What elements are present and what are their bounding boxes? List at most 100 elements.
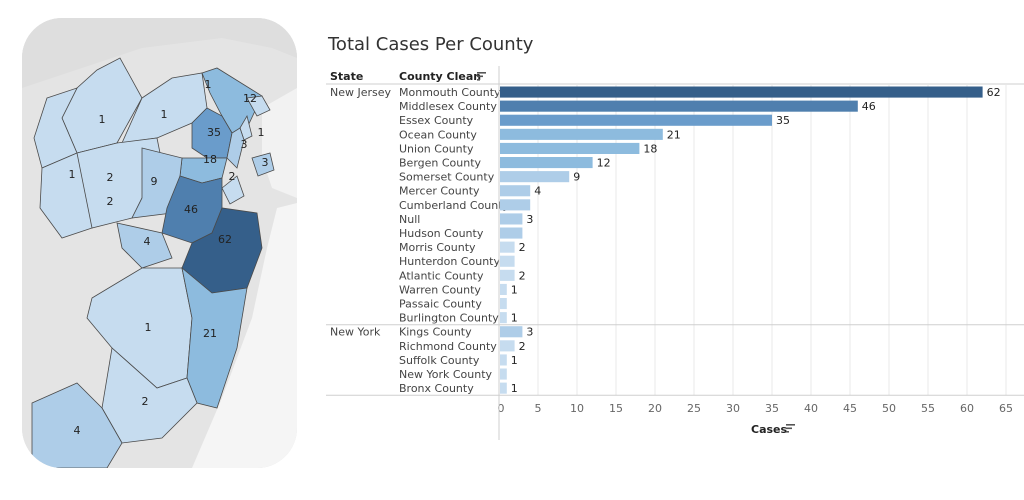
county-region-cumberland[interactable] — [31, 382, 123, 468]
county-label: Monmouth County — [399, 86, 501, 99]
bar[interactable] — [500, 241, 515, 253]
bar[interactable] — [500, 213, 523, 225]
bar[interactable] — [500, 128, 663, 140]
bar[interactable] — [500, 382, 507, 394]
data-label: 2 — [519, 340, 526, 353]
county-region-richmond[interactable] — [221, 175, 245, 205]
x-tick-label: 0 — [498, 402, 505, 415]
bar[interactable] — [500, 142, 640, 154]
county-label: Union County — [399, 142, 474, 155]
bar[interactable] — [500, 255, 515, 267]
data-label: 12 — [597, 157, 611, 170]
county-value-label: 1 — [161, 108, 168, 121]
county-label: Cumberland County — [399, 199, 510, 212]
bar[interactable] — [500, 298, 507, 310]
county-value-label: 2 — [107, 171, 114, 184]
x-tick-label: 30 — [726, 402, 740, 415]
data-label: 3 — [526, 213, 533, 226]
county-value-label: 21 — [203, 327, 217, 340]
data-label: 18 — [643, 142, 657, 155]
county-value-label: 3 — [262, 156, 269, 169]
bar[interactable] — [500, 340, 515, 352]
data-label: 62 — [987, 86, 1001, 99]
county-value-label: 2 — [229, 170, 236, 183]
data-label: 1 — [511, 283, 518, 296]
bar[interactable] — [500, 86, 983, 98]
data-label: 1 — [511, 382, 518, 395]
header-county[interactable]: County Clean — [399, 70, 481, 83]
county-region-mercer[interactable] — [116, 222, 173, 269]
county-value-label: 9 — [151, 175, 158, 188]
county-label: Warren County — [399, 283, 481, 296]
county-value-label: 46 — [184, 203, 198, 216]
bar[interactable] — [500, 312, 507, 324]
data-label: 46 — [862, 100, 876, 113]
county-label: Hunterdon County — [399, 255, 500, 268]
bar[interactable] — [500, 283, 507, 295]
county-region-hudson[interactable] — [226, 127, 245, 169]
county-label: Ocean County — [399, 128, 477, 141]
x-tick-label: 25 — [687, 402, 701, 415]
data-label: 1 — [511, 354, 518, 367]
x-tick-label: 45 — [843, 402, 857, 415]
axis-sort-icon[interactable] — [786, 424, 795, 433]
bar[interactable] — [500, 100, 858, 112]
x-tick-label: 65 — [999, 402, 1013, 415]
county-label: New York County — [399, 368, 493, 381]
county-label: Middlesex County — [399, 100, 497, 113]
x-tick-label: 50 — [882, 402, 896, 415]
county-value-label: 3 — [241, 138, 248, 151]
county-label: Mercer County — [399, 185, 480, 198]
county-value-label: 2 — [142, 395, 149, 408]
county-label: Somerset County — [399, 171, 495, 184]
county-value-label: 18 — [203, 153, 217, 166]
county-label: Richmond County — [399, 340, 497, 353]
data-label: 21 — [667, 128, 681, 141]
county-label: Kings County — [399, 326, 472, 339]
state-label: New Jersey — [330, 86, 392, 99]
bar[interactable] — [500, 227, 523, 239]
sort-icon[interactable] — [477, 72, 486, 81]
county-value-label: 1 — [205, 78, 212, 91]
bar[interactable] — [500, 354, 507, 366]
county-label: Bergen County — [399, 157, 482, 170]
bar[interactable] — [500, 157, 593, 169]
data-label: 9 — [573, 171, 580, 184]
data-label: 2 — [519, 241, 526, 254]
county-label: Hudson County — [399, 227, 484, 240]
county-value-label: 1 — [69, 168, 76, 181]
data-label: 4 — [534, 185, 541, 198]
x-tick-label: 15 — [609, 402, 623, 415]
data-label: 35 — [776, 114, 790, 127]
county-value-label: 1 — [99, 113, 106, 126]
map-terrain — [22, 18, 297, 88]
county-region-kings[interactable] — [251, 152, 275, 177]
x-tick-label: 55 — [921, 402, 935, 415]
bar[interactable] — [500, 171, 570, 183]
bar[interactable] — [500, 368, 507, 380]
county-value-label: 4 — [144, 235, 151, 248]
bar[interactable] — [500, 199, 531, 211]
bar[interactable] — [500, 114, 772, 126]
state-label: New York — [330, 326, 381, 339]
county-map: 1 1 12 1 2 35 1 1 3 3 18 2 9 2 46 4 62 1 21 2 4 — [22, 18, 297, 468]
county-value-label: 62 — [218, 233, 232, 246]
x-tick-label: 60 — [960, 402, 974, 415]
x-tick-label: 5 — [535, 402, 542, 415]
county-label: Suffolk County — [399, 354, 480, 367]
county-label: Morris County — [399, 241, 476, 254]
county-region-ocean[interactable] — [181, 266, 248, 409]
county-label: Burlington County — [399, 312, 499, 325]
data-label: 3 — [526, 326, 533, 339]
bar[interactable] — [500, 185, 531, 197]
county-label: Atlantic County — [399, 269, 484, 282]
bar[interactable] — [500, 269, 515, 281]
chart-title: Total Cases Per County — [328, 34, 534, 55]
data-label: 2 — [519, 269, 526, 282]
county-label: Passaic County — [399, 298, 482, 311]
county-region-bronx[interactable] — [246, 95, 271, 117]
county-region-hunterdon[interactable] — [39, 152, 93, 239]
bar[interactable] — [500, 326, 523, 338]
